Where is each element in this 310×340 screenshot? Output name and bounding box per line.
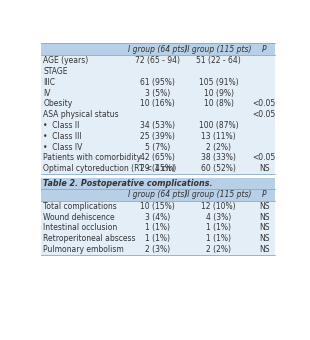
Text: Table 2. Postoperative complications.: Table 2. Postoperative complications. — [43, 179, 213, 188]
Bar — [41, 152, 275, 163]
Text: 10 (16%): 10 (16%) — [140, 99, 175, 108]
Text: Optimal cytoreduction (RT < 1 cm): Optimal cytoreduction (RT < 1 cm) — [43, 164, 177, 173]
Text: 10 (9%): 10 (9%) — [204, 89, 233, 98]
Text: NS: NS — [259, 245, 269, 254]
Bar — [41, 88, 275, 99]
Text: Intestinal occlusion: Intestinal occlusion — [43, 223, 118, 233]
Text: 3 (5%): 3 (5%) — [145, 89, 170, 98]
Text: 72 (65 - 94): 72 (65 - 94) — [135, 56, 180, 65]
Text: 60 (52%): 60 (52%) — [201, 164, 236, 173]
Bar — [41, 43, 275, 55]
Bar — [41, 178, 275, 255]
Text: 4 (3%): 4 (3%) — [206, 212, 231, 222]
Bar — [41, 99, 275, 109]
Text: 61 (95%): 61 (95%) — [140, 78, 175, 87]
Bar — [41, 244, 275, 255]
Bar — [41, 233, 275, 244]
Bar — [41, 189, 275, 201]
Text: 100 (87%): 100 (87%) — [199, 121, 238, 130]
Text: NS: NS — [259, 202, 269, 211]
Text: Obesity: Obesity — [43, 99, 73, 108]
Bar — [41, 55, 275, 66]
Text: I group (64 pts): I group (64 pts) — [128, 45, 187, 54]
Text: Patients with comorbidity: Patients with comorbidity — [43, 153, 142, 162]
Bar — [41, 178, 275, 189]
Text: 3 (4%): 3 (4%) — [145, 212, 170, 222]
Text: 10 (8%): 10 (8%) — [204, 99, 233, 108]
Text: 5 (7%): 5 (7%) — [145, 142, 170, 152]
Bar — [41, 163, 275, 174]
Text: <0.05: <0.05 — [253, 110, 276, 119]
Text: 25 (39%): 25 (39%) — [140, 132, 175, 141]
Bar — [41, 212, 275, 222]
Text: 1 (1%): 1 (1%) — [206, 223, 231, 233]
Text: 1 (1%): 1 (1%) — [145, 234, 170, 243]
Text: ASA physical status: ASA physical status — [43, 110, 119, 119]
Text: 2 (2%): 2 (2%) — [206, 245, 231, 254]
Text: •  Class II: • Class II — [43, 121, 80, 130]
Text: 1 (1%): 1 (1%) — [206, 234, 231, 243]
Text: NS: NS — [259, 164, 269, 173]
Text: 34 (53%): 34 (53%) — [140, 121, 175, 130]
Text: •  Class IV: • Class IV — [43, 142, 83, 152]
Text: <0.05: <0.05 — [253, 99, 276, 108]
Text: NS: NS — [259, 212, 269, 222]
Bar — [41, 77, 275, 88]
Text: NS: NS — [259, 234, 269, 243]
Text: II group (115 pts): II group (115 pts) — [185, 190, 252, 199]
Bar — [41, 66, 275, 77]
Text: 42 (65%): 42 (65%) — [140, 153, 175, 162]
Text: 10 (15%): 10 (15%) — [140, 202, 175, 211]
Text: 2 (2%): 2 (2%) — [206, 142, 231, 152]
Bar — [41, 222, 275, 233]
Text: Total complications: Total complications — [43, 202, 117, 211]
Bar — [41, 43, 275, 174]
Text: 29 (45%): 29 (45%) — [140, 164, 175, 173]
Text: 12 (10%): 12 (10%) — [201, 202, 236, 211]
Bar — [41, 142, 275, 152]
Text: 2 (3%): 2 (3%) — [145, 245, 170, 254]
Bar — [41, 120, 275, 131]
Text: NS: NS — [259, 223, 269, 233]
Text: 38 (33%): 38 (33%) — [201, 153, 236, 162]
Bar — [41, 201, 275, 212]
Text: Wound dehiscence: Wound dehiscence — [43, 212, 115, 222]
Text: •  Class III: • Class III — [43, 132, 82, 141]
Text: Pulmonary embolism: Pulmonary embolism — [43, 245, 124, 254]
Text: 105 (91%): 105 (91%) — [199, 78, 238, 87]
Text: P: P — [262, 190, 267, 199]
Bar — [41, 109, 275, 120]
Text: Retroperitoneal abscess: Retroperitoneal abscess — [43, 234, 136, 243]
Text: IV: IV — [43, 89, 51, 98]
Text: IIIC: IIIC — [43, 78, 55, 87]
Text: 1 (1%): 1 (1%) — [145, 223, 170, 233]
Text: P: P — [262, 45, 267, 54]
Text: AGE (years): AGE (years) — [43, 56, 89, 65]
Text: 51 (22 - 64): 51 (22 - 64) — [196, 56, 241, 65]
Text: STAGE: STAGE — [43, 67, 68, 76]
Text: 13 (11%): 13 (11%) — [201, 132, 236, 141]
Text: <0.05: <0.05 — [253, 153, 276, 162]
Text: II group (115 pts): II group (115 pts) — [185, 45, 252, 54]
Text: I group (64 pts): I group (64 pts) — [128, 190, 187, 199]
Bar — [41, 131, 275, 142]
